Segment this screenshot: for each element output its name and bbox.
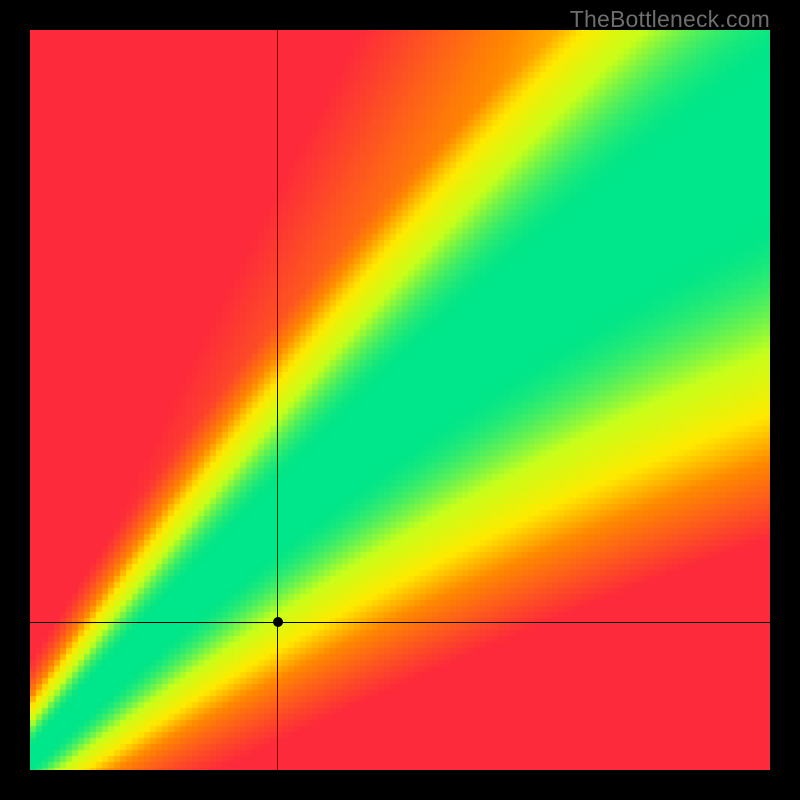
- watermark-text: TheBottleneck.com: [570, 6, 770, 33]
- crosshair-horizontal: [30, 622, 770, 623]
- plot-area: [30, 30, 770, 770]
- crosshair-marker: [273, 617, 283, 627]
- heatmap-canvas: [30, 30, 770, 770]
- crosshair-vertical: [277, 30, 278, 770]
